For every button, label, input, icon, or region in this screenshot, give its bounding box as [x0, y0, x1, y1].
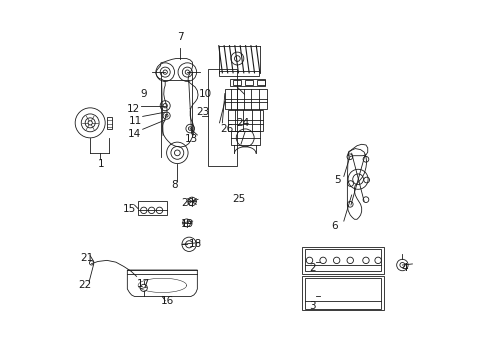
Bar: [219, 71, 258, 76]
Text: 15: 15: [122, 203, 136, 213]
Bar: [207, 69, 237, 166]
Text: 25: 25: [232, 194, 245, 203]
Text: 9: 9: [140, 89, 147, 99]
Text: 3: 3: [308, 301, 315, 311]
Text: 26: 26: [220, 124, 233, 134]
Text: 13: 13: [184, 134, 198, 144]
Text: 22: 22: [78, 280, 91, 291]
Text: 5: 5: [333, 175, 340, 185]
Bar: [230, 131, 259, 145]
Bar: [106, 117, 112, 129]
Text: 10: 10: [198, 89, 211, 99]
Text: 14: 14: [127, 129, 141, 139]
Bar: [304, 249, 380, 271]
Bar: [230, 78, 264, 86]
Text: 11: 11: [129, 116, 142, 126]
Text: 20: 20: [181, 198, 194, 207]
Text: 12: 12: [126, 104, 140, 113]
Bar: [228, 110, 262, 131]
Text: 21: 21: [80, 253, 93, 263]
Text: 2: 2: [308, 262, 315, 273]
Bar: [138, 202, 166, 215]
Bar: [301, 276, 383, 310]
Text: 6: 6: [330, 221, 337, 231]
Text: 19: 19: [181, 219, 194, 229]
Text: 7: 7: [177, 32, 183, 42]
Text: 17: 17: [137, 279, 150, 289]
Bar: [256, 80, 264, 85]
Text: 8: 8: [171, 180, 178, 190]
Bar: [233, 80, 241, 85]
Bar: [301, 247, 383, 274]
Text: 24: 24: [236, 118, 249, 128]
Bar: [224, 89, 266, 109]
Bar: [304, 278, 380, 309]
Bar: [244, 80, 252, 85]
Text: 16: 16: [161, 296, 174, 306]
Text: 23: 23: [196, 107, 209, 117]
Text: 18: 18: [188, 239, 202, 249]
Text: 1: 1: [98, 159, 105, 169]
Text: 4: 4: [401, 262, 408, 273]
